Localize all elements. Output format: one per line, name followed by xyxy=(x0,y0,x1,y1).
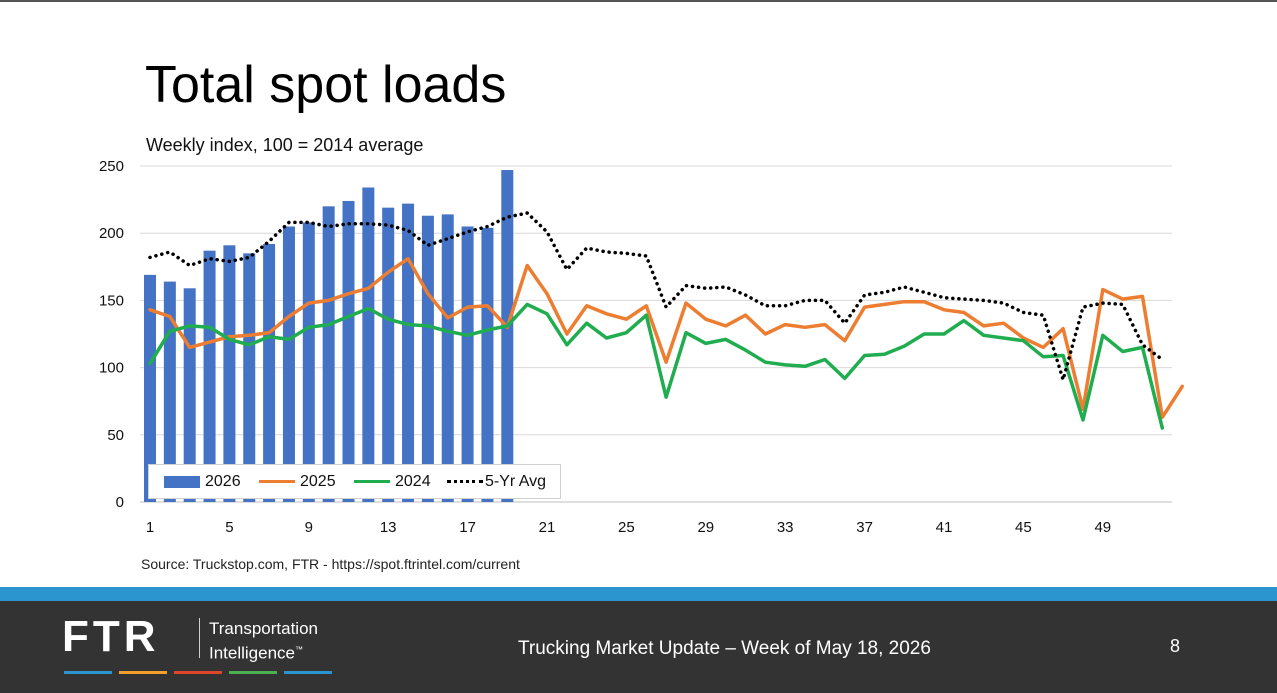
x-tick-label: 9 xyxy=(305,519,313,536)
bar-2026 xyxy=(402,203,415,502)
x-tick-label: 41 xyxy=(936,519,953,536)
line-5-yr-avg xyxy=(148,211,1165,382)
footer-title: Trucking Market Update – Week of May 18,… xyxy=(518,638,931,659)
bar-2026 xyxy=(322,206,335,502)
bar-2026 xyxy=(203,250,216,502)
x-tick-label: 25 xyxy=(618,519,635,536)
x-tick-label: 5 xyxy=(225,519,233,536)
bar-2026 xyxy=(342,200,355,502)
x-tick-label: 33 xyxy=(777,519,794,536)
bar-2026 xyxy=(302,222,315,502)
logo-color-stripes xyxy=(64,671,334,674)
legend-label-2024: 2024 xyxy=(395,473,431,490)
legend-swatch-2025 xyxy=(259,480,295,483)
bar-2026 xyxy=(461,226,474,503)
legend-swatch-avg xyxy=(447,480,483,483)
x-tick-label: 17 xyxy=(459,519,476,536)
x-tick-label: 29 xyxy=(697,519,714,536)
y-tick-label: 100 xyxy=(99,360,124,377)
line-2024 xyxy=(148,302,1165,430)
x-tick-label: 13 xyxy=(380,519,397,536)
y-axis-ticks: 0 50 100 150 200 250 xyxy=(99,158,124,511)
x-tick-label: 21 xyxy=(539,519,556,536)
y-tick-label: 50 xyxy=(107,427,124,444)
bar-2026 xyxy=(382,207,395,502)
footer-accent-band xyxy=(0,587,1277,601)
bar-2026 xyxy=(223,245,236,502)
legend-swatch-2024 xyxy=(354,480,390,483)
spot-loads-chart: 0 50 100 150 200 250 1 5 9 13 17 21 25 29 33 37 41 45 49 xyxy=(99,158,1184,536)
bar-2026 xyxy=(263,243,276,502)
bar-2026 xyxy=(421,215,434,502)
bar-2026 xyxy=(501,170,514,503)
top-rule xyxy=(0,0,1277,2)
legend-label-2026: 2026 xyxy=(205,473,241,490)
y-tick-label: 200 xyxy=(99,225,124,242)
bar-2026 xyxy=(144,274,156,502)
x-tick-label: 45 xyxy=(1015,519,1032,536)
tagline-line2: Intelligence™ xyxy=(209,643,304,663)
x-tick-label: 1 xyxy=(146,519,154,536)
bar-2026 xyxy=(282,226,295,503)
logo-divider xyxy=(199,618,200,658)
bar-2026 xyxy=(481,227,494,502)
tagline-line1: Transportation xyxy=(209,619,318,638)
page-title: Total spot loads xyxy=(145,56,507,114)
footer-bar xyxy=(0,601,1277,693)
chart-subtitle: Weekly index, 100 = 2014 average xyxy=(146,135,424,155)
bar-2026 xyxy=(441,214,454,502)
chart-legend: 2026 2025 2024 5-Yr Avg xyxy=(148,464,561,499)
legend-label-2025: 2025 xyxy=(300,473,336,490)
source-note: Source: Truckstop.com, FTR - https://spo… xyxy=(141,556,520,572)
line-series xyxy=(148,211,1184,430)
y-tick-label: 250 xyxy=(99,158,124,175)
bar-2026 xyxy=(362,187,375,502)
y-tick-label: 0 xyxy=(116,494,124,511)
line-2025 xyxy=(148,256,1184,420)
x-tick-label: 37 xyxy=(856,519,873,536)
bars-2026 xyxy=(144,170,514,503)
ftr-logo: FTR xyxy=(62,612,160,661)
legend-swatch-2026 xyxy=(164,476,200,488)
y-tick-label: 150 xyxy=(99,292,124,309)
x-axis-ticks: 1 5 9 13 17 21 25 29 33 37 41 45 49 xyxy=(146,519,1111,536)
logo-tagline: Transportation Intelligence™ xyxy=(209,618,318,664)
bar-2026 xyxy=(243,253,256,502)
page-number: 8 xyxy=(1170,636,1181,656)
x-tick-label: 49 xyxy=(1094,519,1111,536)
legend-label-avg: 5-Yr Avg xyxy=(485,473,547,490)
